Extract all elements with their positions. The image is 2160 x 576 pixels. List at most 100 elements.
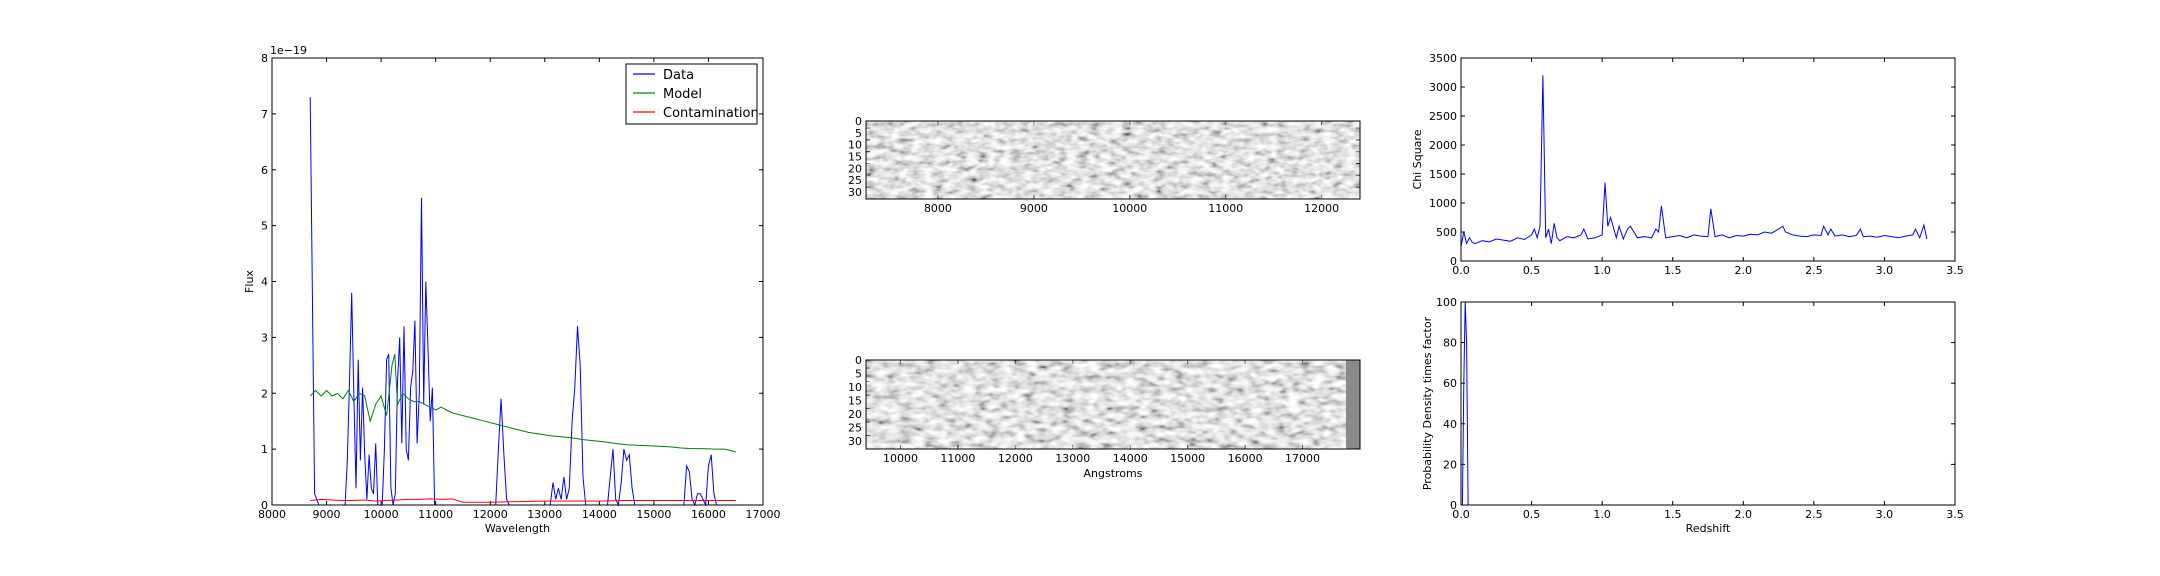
y-tick-label: 0 [855, 354, 862, 367]
x-tick-label: 13000 [527, 508, 562, 521]
y-tick-label: 30 [848, 186, 862, 199]
probability-series-line [1461, 301, 1930, 506]
x-tick-label: 12000 [1304, 202, 1339, 215]
x-tick-label: 3.0 [1876, 508, 1894, 521]
y-tick-label: 15 [848, 394, 862, 407]
spectrum-stamp-image [866, 360, 1346, 449]
y-tick-label: 80 [1443, 337, 1457, 350]
y-tick-label: 20 [848, 408, 862, 421]
y-tick-label: 3 [261, 331, 268, 344]
legend-entry: Data [663, 68, 694, 83]
x-tick-label: 8000 [258, 508, 286, 521]
y-tick-label: 5 [855, 367, 862, 380]
y-tick-label: 1000 [1429, 197, 1457, 210]
legend-entry: Model [663, 87, 702, 102]
y-tick-label: 0 [1450, 499, 1457, 512]
chi-square-series-line [1460, 75, 1928, 247]
x-tick-label: 3.5 [1946, 264, 1964, 277]
y-tick-label: 2500 [1429, 110, 1457, 123]
x-tick-label: 2.0 [1735, 264, 1753, 277]
y-tick-label: 20 [848, 162, 862, 175]
legend: Data Model Contamination [625, 63, 759, 125]
x-tick-label: 14000 [582, 508, 617, 521]
spectrum-plot: 8000 9000 10000 11000 12000 13000 14000 15000 16… [243, 44, 781, 535]
y-tick-label: 25 [848, 421, 862, 434]
x-tick-label: 9000 [313, 508, 341, 521]
x-axis-label: Angstroms [1084, 467, 1143, 480]
y-tick-label: 20 [1443, 458, 1457, 471]
y-tick-label: 60 [1443, 377, 1457, 390]
x-tick-label: 17000 [746, 508, 781, 521]
x-tick-label: 11000 [940, 452, 975, 465]
data-series-line [309, 97, 725, 507]
x-tick-label: 11000 [1208, 202, 1243, 215]
spectrum-stamp-image [866, 121, 1360, 199]
y-tick-label: 2 [261, 387, 268, 400]
x-tick-label: 16000 [691, 508, 726, 521]
x-tick-label: 12000 [998, 452, 1033, 465]
x-tick-label: 0.5 [1523, 508, 1541, 521]
y-tick-label: 500 [1436, 226, 1457, 239]
x-tick-label: 12000 [473, 508, 508, 521]
y-tick-label: 3000 [1429, 81, 1457, 94]
y-tick-label: 0 [261, 499, 268, 512]
axes-frame [865, 359, 1361, 450]
x-tick-label: 14000 [1113, 452, 1148, 465]
y-tick-label: 30 [848, 435, 862, 448]
x-tick-label: 13000 [1055, 452, 1090, 465]
x-tick-label: 17000 [1285, 452, 1320, 465]
model-series-line [309, 353, 736, 453]
y-tick-label: 8 [261, 52, 268, 65]
axes-frame [865, 120, 1361, 200]
y-axis-label: Chi Square [1411, 129, 1424, 189]
probability-plot: 0.0 0.5 1.0 1.5 2.0 2.5 3.0 3.5 0 20 40 60 80 100 Reds… [1421, 296, 1964, 535]
x-axis-label: Wavelength [485, 522, 550, 535]
x-tick-label: 11000 [418, 508, 453, 521]
y-tick-label: 10 [848, 381, 862, 394]
y-tick-label: 5 [261, 220, 268, 233]
y-tick-label: 0 [1450, 255, 1457, 268]
x-tick-label: 15000 [636, 508, 671, 521]
x-tick-label: 1.5 [1664, 264, 1682, 277]
y-tick-label: 25 [848, 174, 862, 187]
x-tick-label: 10000 [364, 508, 399, 521]
y-tick-label: 4 [261, 276, 268, 289]
x-tick-label: 10000 [883, 452, 918, 465]
x-tick-label: 2.5 [1805, 264, 1823, 277]
x-tick-label: 3.5 [1946, 508, 1964, 521]
y-tick-label: 1500 [1429, 168, 1457, 181]
chi-square-plot: 0.0 0.5 1.0 1.5 2.0 2.5 3.0 3.5 0 500 1000 1500 2000… [1411, 52, 1964, 277]
y-tick-label: 7 [261, 108, 268, 121]
x-tick-label: 2.0 [1735, 508, 1753, 521]
y-tick-label: 1 [261, 443, 268, 456]
x-tick-label: 16000 [1228, 452, 1263, 465]
y-tick-label: 40 [1443, 418, 1457, 431]
x-tick-label: 1.0 [1593, 264, 1611, 277]
x-tick-label: 3.0 [1876, 264, 1894, 277]
axes-frame [271, 57, 764, 506]
y-tick-label: 100 [1436, 296, 1457, 309]
x-tick-label: 0.5 [1523, 264, 1541, 277]
axes-frame [1460, 301, 1956, 506]
x-tick-label: 15000 [1170, 452, 1205, 465]
x-tick-label: 9000 [1020, 202, 1048, 215]
y-tick-label: 6 [261, 164, 268, 177]
stamp-edge-region [1346, 360, 1360, 449]
y-tick-label: 5 [855, 127, 862, 140]
y-offset-text: 1e−19 [270, 44, 307, 57]
contamination-series-line [310, 498, 736, 503]
y-tick-label: 2000 [1429, 139, 1457, 152]
spectrum-stamp-bottom: 10000 11000 12000 13000 14000 15000 16000 17000… [848, 354, 1361, 480]
y-axis-label: Probability Density times factor [1421, 316, 1434, 490]
x-tick-label: 0.0 [1452, 508, 1470, 521]
x-tick-label: 2.5 [1805, 508, 1823, 521]
x-tick-label: 0.0 [1452, 264, 1470, 277]
x-tick-label: 8000 [924, 202, 952, 215]
axes-frame [1460, 57, 1956, 262]
y-axis-label: Flux [243, 270, 256, 293]
legend-entry: Contamination [663, 106, 759, 121]
y-tick-label: 3500 [1429, 52, 1457, 65]
x-axis-label: Redshift [1686, 522, 1731, 535]
